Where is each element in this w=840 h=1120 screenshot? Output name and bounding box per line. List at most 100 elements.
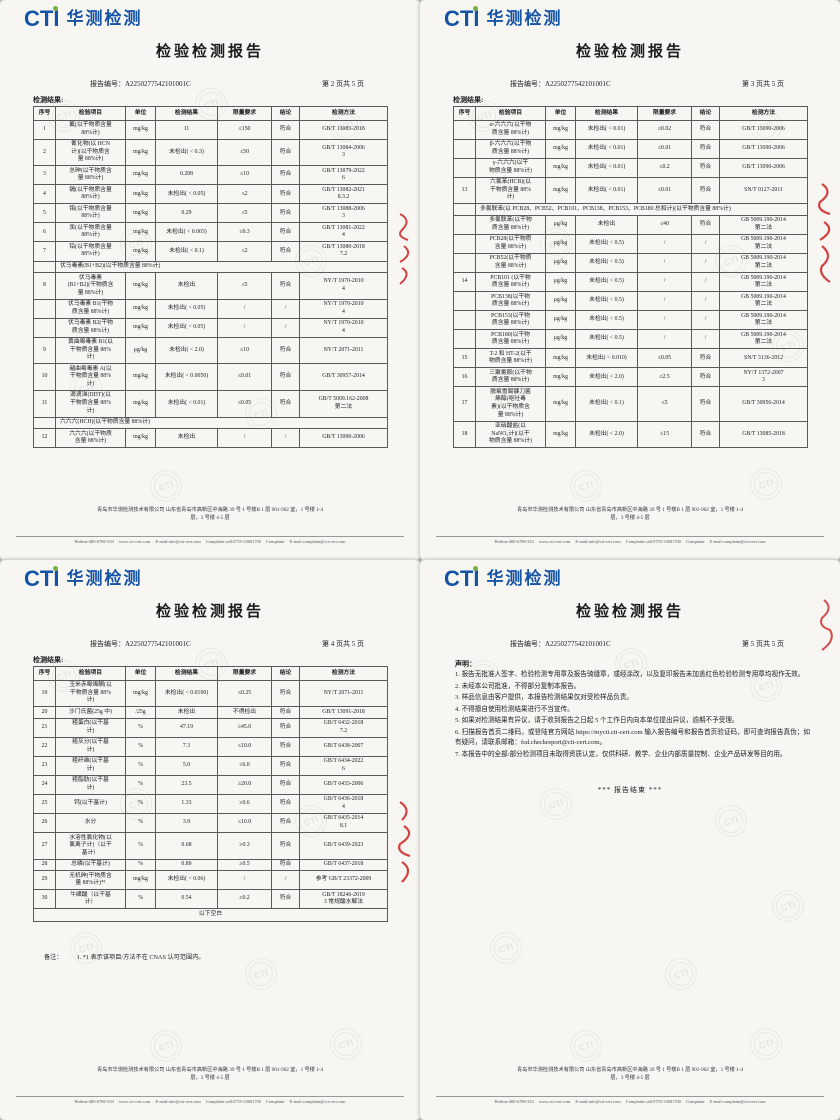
cell-no: 22 — [33, 736, 56, 757]
cell-limit: / — [637, 233, 692, 254]
table-row: 2 氰化物(以 HCN 计)(以干物质含 量 88%计) mg/kg 未检出( < 0… — [33, 138, 388, 167]
red-paging-seal-fragment-icon — [399, 213, 410, 285]
cell-no: 18 — [453, 420, 476, 449]
cell-verdict: 符合 — [271, 736, 300, 757]
cti-watermark-icon: CTI — [485, 927, 527, 969]
cti-watermark-icon: CTI — [565, 465, 607, 507]
cti-logo: CTI 华测检测 — [444, 6, 563, 30]
table-row: 28 总磷(以干基计)% 0.89 ≥0.5 符合 GB/T 6437-2018 — [33, 858, 388, 872]
cell-method: GB/T 30956-2014 — [719, 386, 808, 422]
cell-item: 黄曲霉毒素 B1(以 干物质含量 88% 计) — [55, 336, 126, 365]
cell-method: GB/T 13084-2006 3 — [299, 138, 388, 167]
cell-method: GB/T 5009.162-2008 第二法 — [299, 389, 388, 418]
column-header: 限量要求 — [217, 666, 272, 681]
cell-verdict: 符合 — [271, 389, 300, 418]
table-header-row: 序号 检验项目 单位 检测结果 限量要求 结论 检测方法 — [453, 106, 808, 121]
cell-result: 未检出 — [155, 706, 218, 719]
cell-limit: ≤5 — [217, 203, 272, 224]
cell-unit: mg/kg — [545, 119, 576, 140]
cell-item: 粗灰分(以干基 计) — [55, 736, 126, 757]
cell-unit: mg/kg — [545, 348, 576, 369]
cell-item: PCB153(以干物 质含量 88%计) — [475, 310, 546, 331]
cell-no: 3 — [33, 165, 56, 186]
footer-address: 青岛市华测检测技术有限公司 山东省青岛市高新区中海路 39 号 1 号楼B 1 … — [516, 1067, 744, 1081]
cell-method: GB/T 13081-2022 4 — [299, 222, 388, 243]
cell-unit: /25g — [125, 706, 156, 719]
cell-no: 8 — [33, 272, 56, 300]
cell-no — [453, 310, 476, 331]
column-header: 结论 — [271, 106, 300, 121]
cell-result: 23.5 — [155, 774, 218, 795]
group-header-row: 伏马毒素(B1+B2)(以干物质含量 88%计) — [33, 260, 388, 274]
statement-item: 5. 如果对检测结果有异议，请于收到报告之日起 5 个工作日内向本单位提出异议，… — [455, 717, 739, 725]
column-header: 检测方法 — [719, 106, 808, 121]
table-header-row: 序号 检验项目 单位 检测结果 限量要求 结论 检测方法 — [33, 666, 388, 681]
cell-item: 伏马毒素 B2(干物 质含量 88%计) — [55, 317, 126, 338]
table-row: 8 伏马毒素 (B1+B2)(干物质含 量 88%计) mg/kg 未检出 ≤5 符合 NY… — [33, 272, 388, 300]
cell-result: 未检出( < 0.01) — [575, 138, 638, 159]
cell-verdict: / — [691, 329, 720, 350]
column-header: 结论 — [691, 106, 720, 121]
cell-no: 27 — [33, 832, 56, 860]
cell-limit: ≤0.02 — [637, 119, 692, 140]
cell-item: 总砷(以干物质含 量 88%计) — [55, 165, 126, 186]
cell-method: NY/T 1372-2007 3 — [719, 367, 808, 388]
report-page-5: CTI CTI CTI CTI CTI CTI CTI CTI CTI CTI … — [419, 559, 840, 1120]
cell-method: GB/T 13082-2021 8.3.2 — [299, 184, 388, 205]
page-number: 第 4 页共 5 页 — [322, 640, 364, 648]
cell-result: 未检出 — [155, 428, 218, 449]
cell-verdict: 符合 — [691, 138, 720, 159]
table-row: 1 氟(以干物质含量 88%计) mg/kg 11 ≤150 符合 GB/T 13083-2… — [33, 119, 388, 140]
cell-no: 4 — [33, 184, 56, 205]
group-label: 六六六(HCH)(以干物质含量 88%计) — [55, 416, 388, 430]
cti-logo-green-dot-icon — [53, 566, 59, 571]
cell-verdict: 符合 — [271, 774, 300, 795]
cell-unit: mg/kg — [125, 317, 156, 338]
cell-item: PCB52(以干物质 含量 88%计) — [475, 252, 546, 274]
cell-method: GB/T 6436-2018 4 — [299, 793, 388, 814]
cell-no: 9 — [33, 336, 56, 365]
footer-divider — [436, 536, 824, 537]
brand-name: 华测检测 — [486, 9, 563, 28]
cell-limit: ≤5 — [217, 272, 272, 300]
cell-limit: ≥0.3 — [217, 832, 272, 860]
cell-verdict: / — [691, 233, 720, 254]
cell-result: 未检出( < 0.5) — [575, 252, 638, 274]
cell-limit: ≤0.3 — [217, 222, 272, 243]
cell-result: 未检出( < 0.5) — [575, 329, 638, 350]
cell-limit: ≤10.0 — [217, 736, 272, 757]
cell-result: 5.0 — [155, 755, 218, 776]
cell-verdict: / — [271, 298, 300, 319]
cell-unit: % — [125, 736, 156, 757]
cell-result: 未检出( < 2.0) — [575, 420, 638, 449]
table-row: 24 粗脂肪(以干基 计)% 23.5 ≥20.0 符合 GB/T 6433-2006 — [33, 774, 388, 795]
cell-item: 水溶性氯化物(以 氯离子计)（以干 基计） — [55, 832, 126, 860]
cti-logo: CTI 华测检测 — [24, 566, 142, 590]
cell-item: 粗蛋白(以干基 计) — [55, 717, 126, 738]
cell-limit: ≥45.0 — [217, 717, 272, 738]
cell-no: 12 — [33, 428, 56, 449]
page-number: 第 3 页共 5 页 — [742, 80, 784, 88]
statement-item: 4. 不得擅自使用检测结果进行不当宣传。 — [455, 705, 574, 713]
cell-unit: mg/kg — [125, 363, 156, 391]
cell-method: GB/T 18246-2019 3 常规酸水解法 — [299, 889, 388, 910]
cell-limit: / — [637, 329, 692, 350]
remark: 备注： 1. *1 表示该项目/方法不在 CNAS 认可范围内。 — [44, 952, 205, 961]
cell-item: 总磷(以干基计) — [55, 858, 126, 872]
cell-method: GB/T 13083-2018 — [299, 119, 388, 140]
cell-method: GB/T 13091-2018 — [299, 706, 388, 719]
cell-verdict: 符合 — [271, 165, 300, 186]
cell-item: 三聚氰胺(以干物 质含量 88%计) — [475, 367, 546, 388]
cell-method: GB/T 6433-2006 — [299, 774, 388, 795]
cell-no — [453, 138, 476, 159]
cell-result: 未检出( < 0.1) — [155, 241, 218, 262]
group-label: 伏马毒素(B1+B2)(以干物质含量 88%计) — [55, 260, 388, 274]
cti-watermark-icon: CTI — [710, 800, 752, 842]
results-label: 检测结果: — [33, 96, 64, 104]
cell-item: 钙(以干基计) — [55, 793, 126, 814]
table-row: 14 PCB101 (以干物 质含量 88%计) μg/kg 未检出( < 0.5) /… — [453, 272, 808, 293]
cell-method: GB/T 13088-2006 3 — [299, 203, 388, 224]
cell-limit: ≥0.2 — [217, 889, 272, 910]
cell-verdict: / — [271, 428, 300, 449]
